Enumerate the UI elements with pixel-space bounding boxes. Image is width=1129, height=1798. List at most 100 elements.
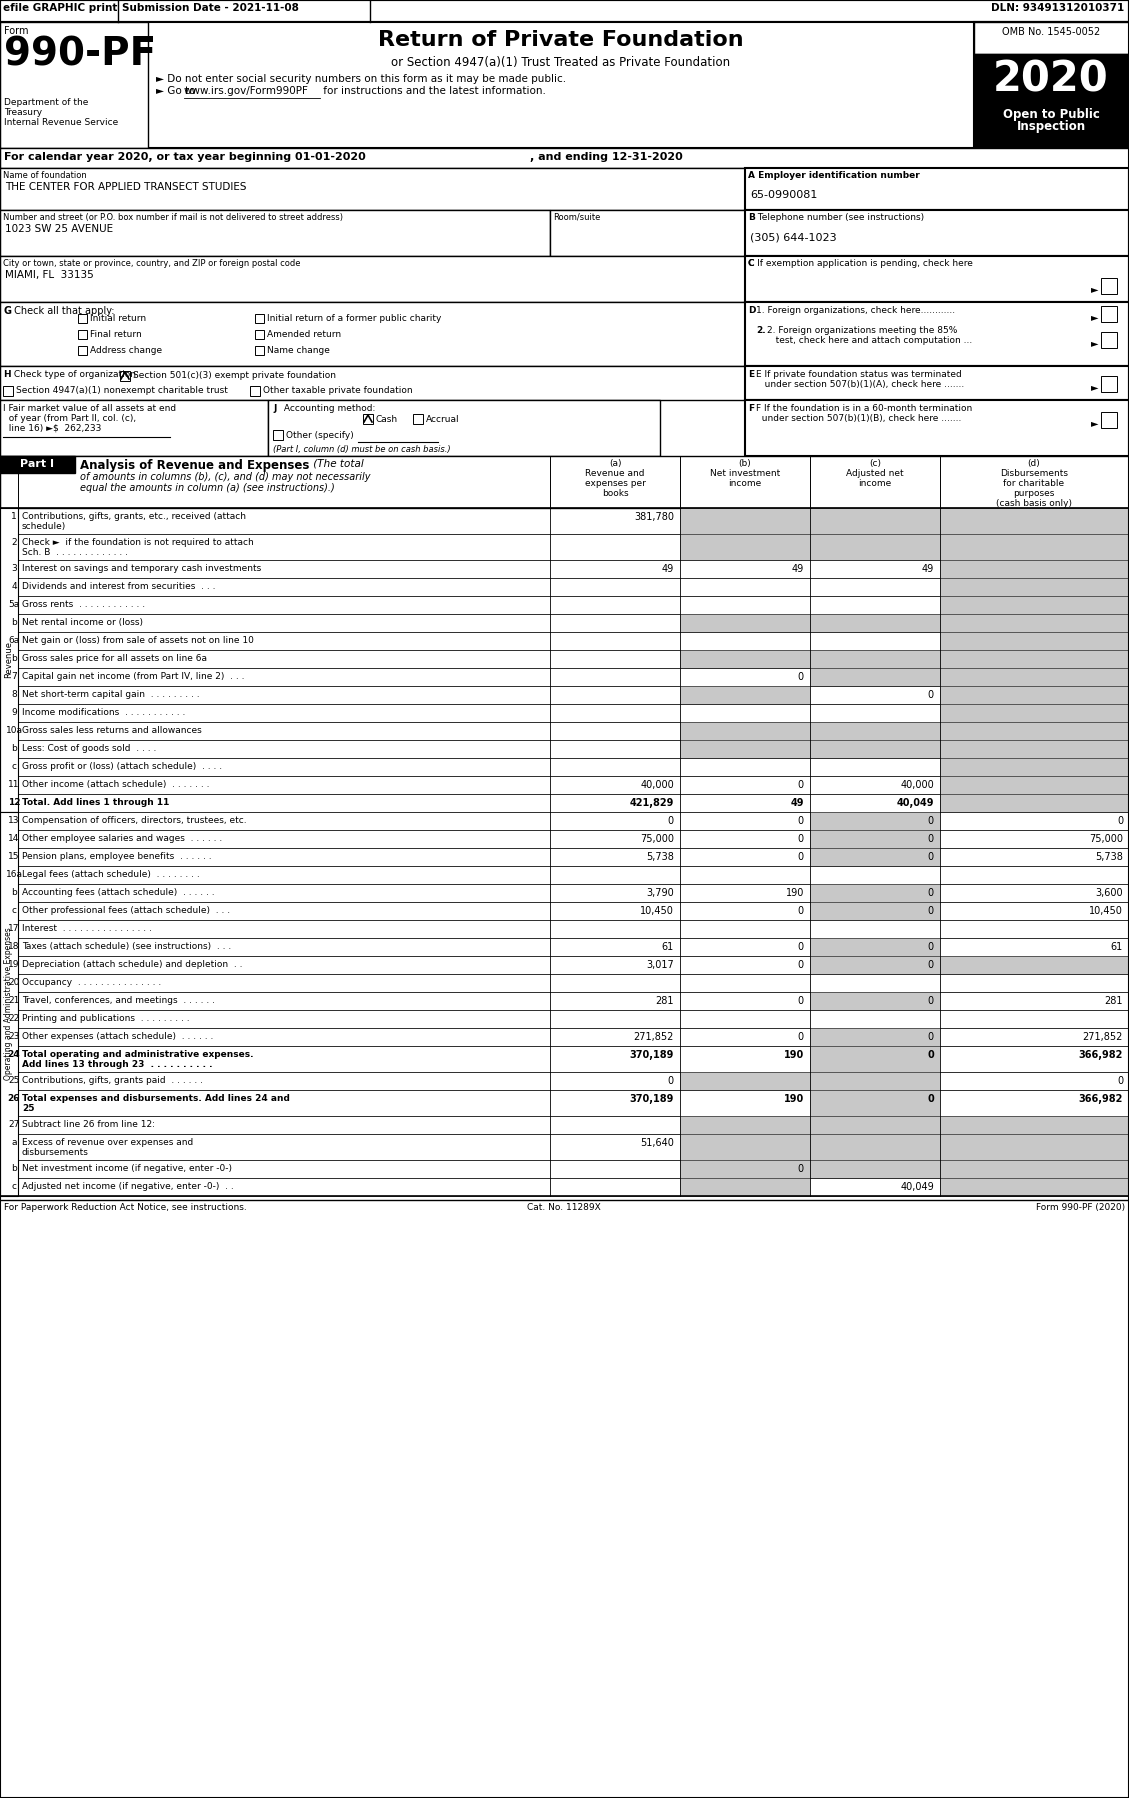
Text: (Part I, column (d) must be on cash basis.): (Part I, column (d) must be on cash basi… <box>273 444 450 455</box>
Text: Compensation of officers, directors, trustees, etc.: Compensation of officers, directors, tru… <box>21 816 246 825</box>
Bar <box>0 1010 1129 1028</box>
Bar <box>940 577 1129 595</box>
Bar <box>0 885 1129 903</box>
Text: 49: 49 <box>921 565 934 574</box>
Text: Net investment: Net investment <box>710 469 780 478</box>
Text: 75,000: 75,000 <box>640 834 674 843</box>
Bar <box>255 345 264 354</box>
Bar <box>0 777 1129 795</box>
Bar <box>0 457 75 473</box>
Bar <box>940 777 1129 795</box>
Bar <box>0 399 268 457</box>
Bar <box>809 903 940 921</box>
Bar <box>809 831 940 849</box>
Text: 0: 0 <box>798 1032 804 1043</box>
Bar <box>940 1117 1129 1135</box>
Text: Initial return of a former public charity: Initial return of a former public charit… <box>266 315 441 324</box>
Text: Internal Revenue Service: Internal Revenue Service <box>5 119 119 128</box>
Bar <box>268 399 660 457</box>
Text: D: D <box>749 306 755 315</box>
Text: Name of foundation: Name of foundation <box>3 171 87 180</box>
Bar <box>940 613 1129 633</box>
Text: 381,780: 381,780 <box>634 512 674 521</box>
Text: 0: 0 <box>928 996 934 1007</box>
Text: C If exemption application is pending, check here: C If exemption application is pending, c… <box>749 259 973 268</box>
Text: Net rental income or (loss): Net rental income or (loss) <box>21 619 143 628</box>
Text: 0: 0 <box>798 960 804 969</box>
Bar <box>1101 306 1117 322</box>
Bar <box>680 1117 809 1135</box>
Text: E: E <box>749 370 754 379</box>
Text: 40,000: 40,000 <box>900 780 934 789</box>
Text: Printing and publications  . . . . . . . . .: Printing and publications . . . . . . . … <box>21 1014 190 1023</box>
Bar <box>940 1160 1129 1178</box>
Bar <box>0 577 1129 595</box>
Text: 3,017: 3,017 <box>646 960 674 969</box>
Text: 0: 0 <box>928 942 934 951</box>
Text: 0: 0 <box>928 1032 934 1043</box>
Text: under section 507(b)(1)(A), check here .......: under section 507(b)(1)(A), check here .… <box>756 379 964 388</box>
Text: Check ►  if the foundation is not required to attach: Check ► if the foundation is not require… <box>21 538 254 547</box>
Text: Total. Add lines 1 through 11: Total. Add lines 1 through 11 <box>21 798 169 807</box>
Text: 366,982: 366,982 <box>1078 1050 1123 1061</box>
Text: MIAMI, FL  33135: MIAMI, FL 33135 <box>5 270 94 280</box>
Text: Add lines 13 through 23  . . . . . . . . . .: Add lines 13 through 23 . . . . . . . . … <box>21 1061 212 1070</box>
Bar <box>974 54 1129 147</box>
Text: 6a: 6a <box>8 636 19 645</box>
Bar <box>680 1135 809 1160</box>
Text: income: income <box>858 478 892 487</box>
Bar <box>0 921 1129 939</box>
Bar <box>940 669 1129 687</box>
Bar <box>940 509 1129 534</box>
Bar <box>940 687 1129 705</box>
Text: Capital gain net income (from Part IV, line 2)  . . .: Capital gain net income (from Part IV, l… <box>21 672 245 681</box>
Text: Subtract line 26 from line 12:: Subtract line 26 from line 12: <box>21 1120 155 1129</box>
Text: 190: 190 <box>786 888 804 897</box>
Text: 190: 190 <box>784 1050 804 1061</box>
Bar <box>0 939 1129 957</box>
Text: 0: 0 <box>668 1075 674 1086</box>
Bar <box>0 867 1129 885</box>
Text: for charitable: for charitable <box>1004 478 1065 487</box>
Text: 0: 0 <box>798 672 804 681</box>
Text: 2.: 2. <box>756 325 765 334</box>
Text: Contributions, gifts, grants paid  . . . . . .: Contributions, gifts, grants paid . . . … <box>21 1075 203 1084</box>
Text: 0: 0 <box>798 816 804 825</box>
Bar <box>940 559 1129 577</box>
Text: 190: 190 <box>784 1093 804 1104</box>
Text: 49: 49 <box>662 565 674 574</box>
Bar <box>0 22 148 147</box>
Bar <box>809 509 940 534</box>
Text: Other expenses (attach schedule)  . . . . . .: Other expenses (attach schedule) . . . .… <box>21 1032 213 1041</box>
Text: 22: 22 <box>8 1014 19 1023</box>
Text: (305) 644-1023: (305) 644-1023 <box>750 232 837 243</box>
Text: 15: 15 <box>8 852 19 861</box>
Bar <box>0 1046 1129 1072</box>
Text: 2. Foreign organizations meeting the 85%: 2. Foreign organizations meeting the 85% <box>767 325 957 334</box>
Bar <box>0 957 1129 975</box>
Bar <box>0 813 18 1196</box>
Text: (b): (b) <box>738 458 752 467</box>
Text: 370,189: 370,189 <box>630 1093 674 1104</box>
Text: 51,640: 51,640 <box>640 1138 674 1147</box>
Bar <box>809 1117 940 1135</box>
Text: Revenue and: Revenue and <box>585 469 645 478</box>
Text: Accrual: Accrual <box>426 415 460 424</box>
Text: 0: 0 <box>928 960 934 969</box>
Bar <box>809 741 940 759</box>
Text: Telephone number (see instructions): Telephone number (see instructions) <box>755 212 925 221</box>
Bar <box>809 1028 940 1046</box>
Text: Final return: Final return <box>90 331 142 340</box>
Bar <box>940 651 1129 669</box>
Text: disbursements: disbursements <box>21 1147 89 1156</box>
Text: I Fair market value of all assets at end: I Fair market value of all assets at end <box>3 405 176 414</box>
Bar <box>680 534 809 559</box>
Text: 10,450: 10,450 <box>1089 906 1123 915</box>
Text: 0: 0 <box>928 888 934 897</box>
Text: Adjusted net: Adjusted net <box>847 469 904 478</box>
Bar <box>0 534 1129 559</box>
Text: 40,049: 40,049 <box>896 798 934 807</box>
Bar <box>0 22 1129 147</box>
Bar <box>0 0 1129 22</box>
Bar <box>0 975 1129 992</box>
